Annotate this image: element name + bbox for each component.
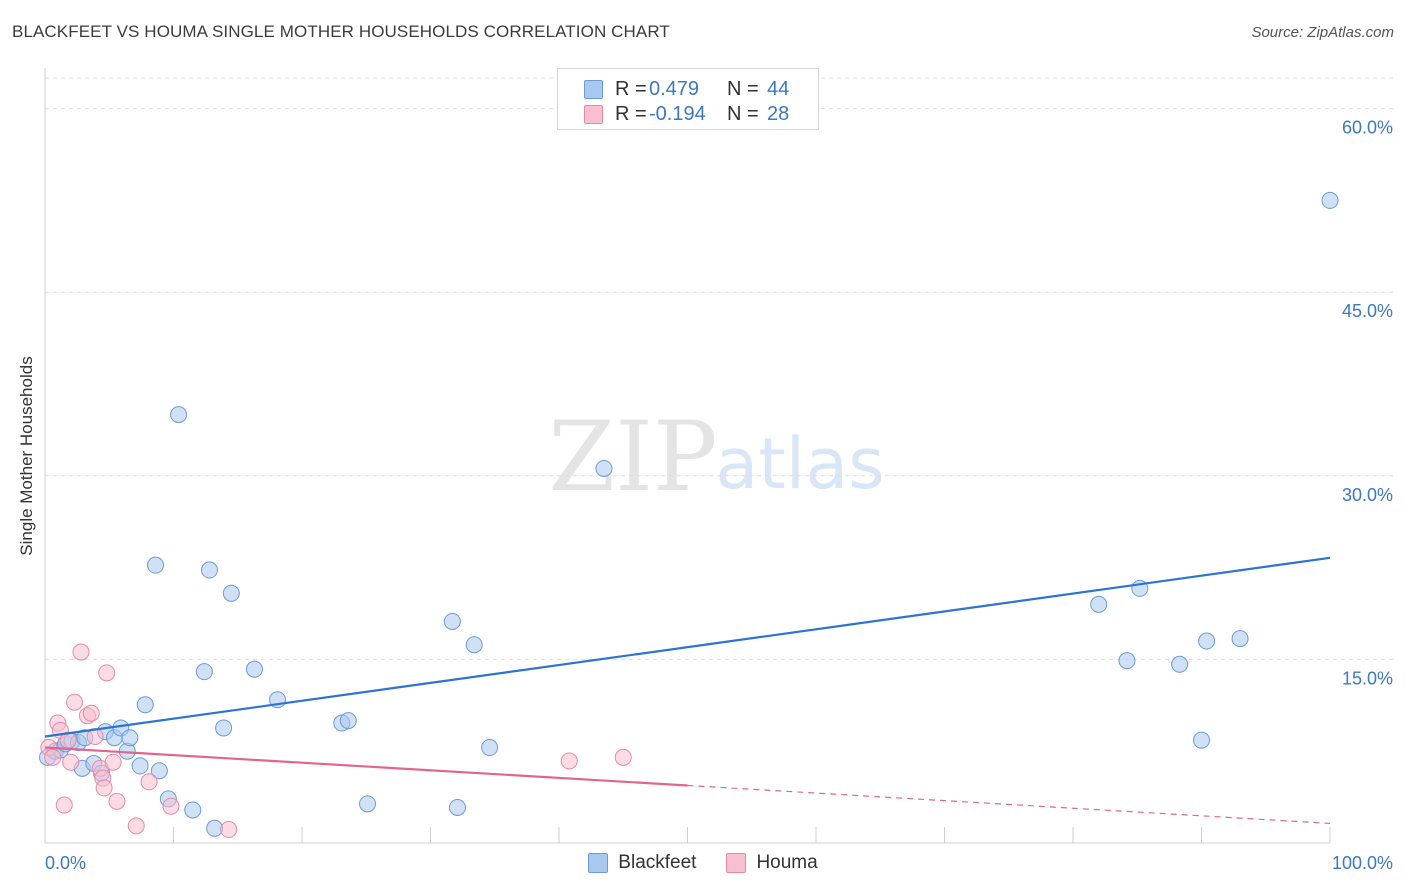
point-blackfeet [1193, 731, 1210, 749]
legend-n-value: 28 [767, 102, 790, 125]
point-blackfeet [195, 663, 213, 681]
legend-swatch-blackfeet [588, 853, 609, 873]
legend-n-label: N = [727, 77, 759, 100]
legend-n-label: N = [727, 102, 759, 125]
point-blackfeet [121, 729, 139, 747]
point-houma [72, 643, 90, 661]
y-tick-label: 60.0% [1342, 118, 1393, 138]
point-houma [127, 817, 145, 835]
point-houma [95, 779, 113, 797]
point-blackfeet [1090, 595, 1108, 613]
legend-item-houma[interactable]: Houma [726, 852, 818, 874]
trendline-blackfeet [44, 556, 1331, 738]
chart-title: BLACKFEET VS HOUMA SINGLE MOTHER HOUSEHO… [12, 22, 670, 41]
point-houma [55, 796, 73, 814]
watermark-zip: ZIP [548, 401, 717, 513]
legend-r-value: 0.479 [649, 77, 700, 100]
point-blackfeet [465, 636, 483, 654]
legend-r-label: R = [615, 77, 647, 100]
point-houma [614, 748, 632, 766]
point-houma [62, 753, 80, 771]
legend-swatch-houma [584, 104, 603, 124]
point-blackfeet [184, 801, 202, 819]
legend-row-houma: R = -0.194 N = 28 [584, 102, 789, 126]
legend-label-houma: Houma [756, 852, 818, 873]
point-blackfeet [359, 795, 377, 813]
point-blackfeet [448, 799, 466, 817]
point-blackfeet [150, 762, 168, 780]
point-blackfeet [443, 612, 461, 630]
y-tick-label: 45.0% [1342, 301, 1393, 321]
point-blackfeet [1321, 191, 1339, 209]
legend-r-label: R = [615, 102, 647, 125]
legend-r-value: -0.194 [649, 102, 706, 125]
point-houma [104, 753, 122, 771]
trendline-extension-houma [687, 784, 1331, 825]
point-blackfeet [131, 757, 149, 775]
point-houma [98, 664, 116, 682]
point-houma [44, 748, 62, 766]
point-houma [140, 773, 158, 791]
point-blackfeet [245, 660, 263, 678]
watermark-atlas: atlas [715, 423, 884, 505]
trendline-houma [44, 746, 688, 787]
point-blackfeet [147, 556, 165, 574]
point-blackfeet [339, 712, 357, 730]
x-tick-label: 0.0% [45, 853, 86, 873]
stats-legend: R = 0.479 N = 44 R = -0.194 N = 28 [557, 68, 819, 130]
point-blackfeet [1198, 632, 1216, 650]
point-houma [108, 792, 126, 810]
x-tick-label: 100.0% [1332, 853, 1393, 873]
point-blackfeet [222, 584, 240, 602]
y-tick-label: 15.0% [1342, 668, 1393, 688]
point-houma [560, 752, 578, 770]
point-blackfeet [170, 406, 188, 424]
point-blackfeet [481, 739, 499, 757]
y-tick-label: 30.0% [1342, 485, 1393, 505]
legend-label-blackfeet: Blackfeet [618, 852, 697, 873]
point-houma [66, 693, 84, 711]
legend-item-blackfeet[interactable]: Blackfeet [588, 852, 696, 874]
legend-n-value: 44 [767, 77, 790, 100]
legend-swatch-houma [726, 853, 747, 873]
point-blackfeet [595, 459, 613, 477]
point-blackfeet [1171, 655, 1189, 673]
point-blackfeet [200, 561, 218, 579]
point-blackfeet [1118, 652, 1136, 670]
point-blackfeet [136, 696, 154, 714]
point-houma [220, 821, 238, 839]
source-label: Source: ZipAtlas.com [1251, 24, 1394, 41]
legend-row-blackfeet: R = 0.479 N = 44 [584, 77, 789, 101]
series-legend: Blackfeet Houma [0, 852, 1406, 874]
point-blackfeet [215, 719, 233, 737]
legend-swatch-blackfeet [584, 79, 603, 99]
point-houma [82, 704, 100, 722]
point-blackfeet [1231, 630, 1249, 648]
point-blackfeet [206, 819, 224, 837]
point-houma [162, 797, 180, 815]
